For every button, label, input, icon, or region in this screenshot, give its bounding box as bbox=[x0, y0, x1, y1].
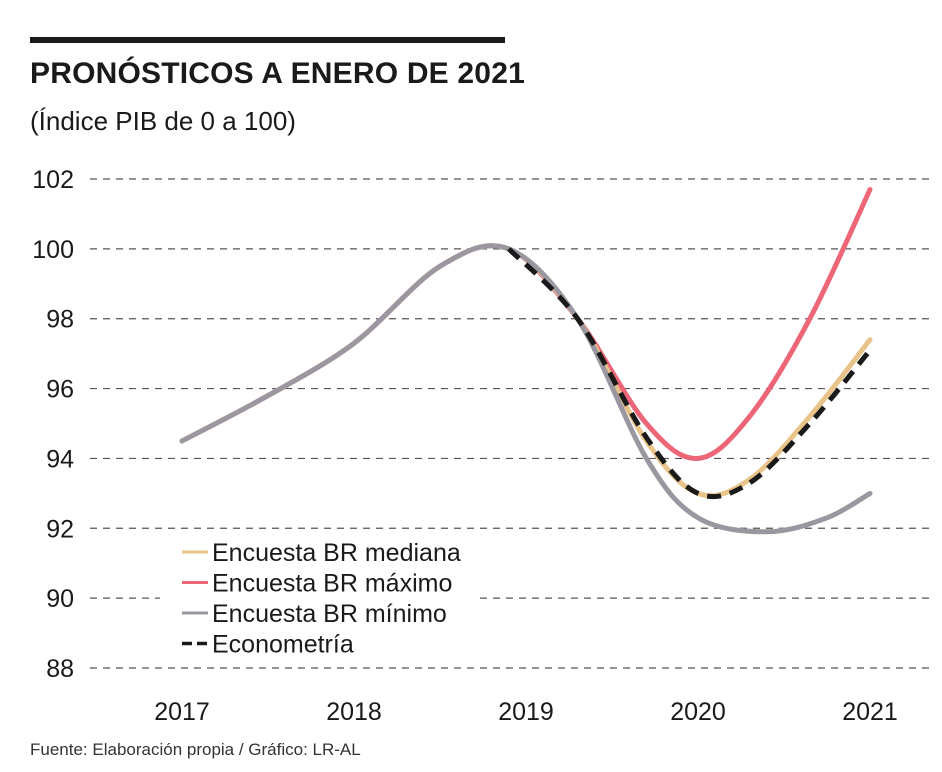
x-axis-ticks: 2017 2018 2019 2020 2021 bbox=[154, 698, 898, 726]
legend-label-maximo: Encuesta BR máximo bbox=[212, 570, 452, 598]
y-tick-label: 96 bbox=[46, 376, 74, 404]
y-tick-label: 98 bbox=[46, 306, 74, 334]
x-tick-label: 2021 bbox=[842, 698, 898, 726]
y-tick-label: 100 bbox=[32, 236, 74, 264]
legend-label-mediana: Encuesta BR mediana bbox=[212, 539, 461, 567]
legend: Encuesta BR mediana Encuesta BR máximoEnc… bbox=[160, 532, 480, 662]
x-tick-label: 2019 bbox=[498, 698, 554, 726]
series-line-maximo bbox=[179, 187, 873, 461]
legend-label-econometria: Econometría bbox=[212, 631, 354, 659]
chart-subtitle: (Índice PIB de 0 a 100) bbox=[30, 106, 296, 136]
legend-label-minimo: Encuesta BR mínimo bbox=[212, 600, 447, 628]
chart-title: PRONÓSTICOS A ENERO DE 2021 bbox=[30, 57, 525, 90]
y-tick-label: 92 bbox=[46, 515, 74, 543]
series-line-econometria bbox=[507, 247, 872, 500]
y-tick-label: 94 bbox=[46, 445, 74, 473]
x-tick-label: 2020 bbox=[670, 698, 726, 726]
x-tick-label: 2018 bbox=[326, 698, 382, 726]
series-lines bbox=[179, 187, 873, 535]
y-axis-ticks: 102 100 98 96 94 92 90 88 bbox=[32, 166, 74, 683]
title-rule bbox=[30, 37, 505, 43]
legend-background bbox=[160, 532, 480, 662]
x-tick-label: 2017 bbox=[154, 698, 210, 726]
y-tick-label: 88 bbox=[46, 655, 74, 683]
source-note: Fuente: Elaboración propia / Gráfico: LR… bbox=[30, 740, 361, 759]
y-tick-label: 90 bbox=[46, 585, 74, 613]
y-tick-label: 102 bbox=[32, 166, 74, 194]
